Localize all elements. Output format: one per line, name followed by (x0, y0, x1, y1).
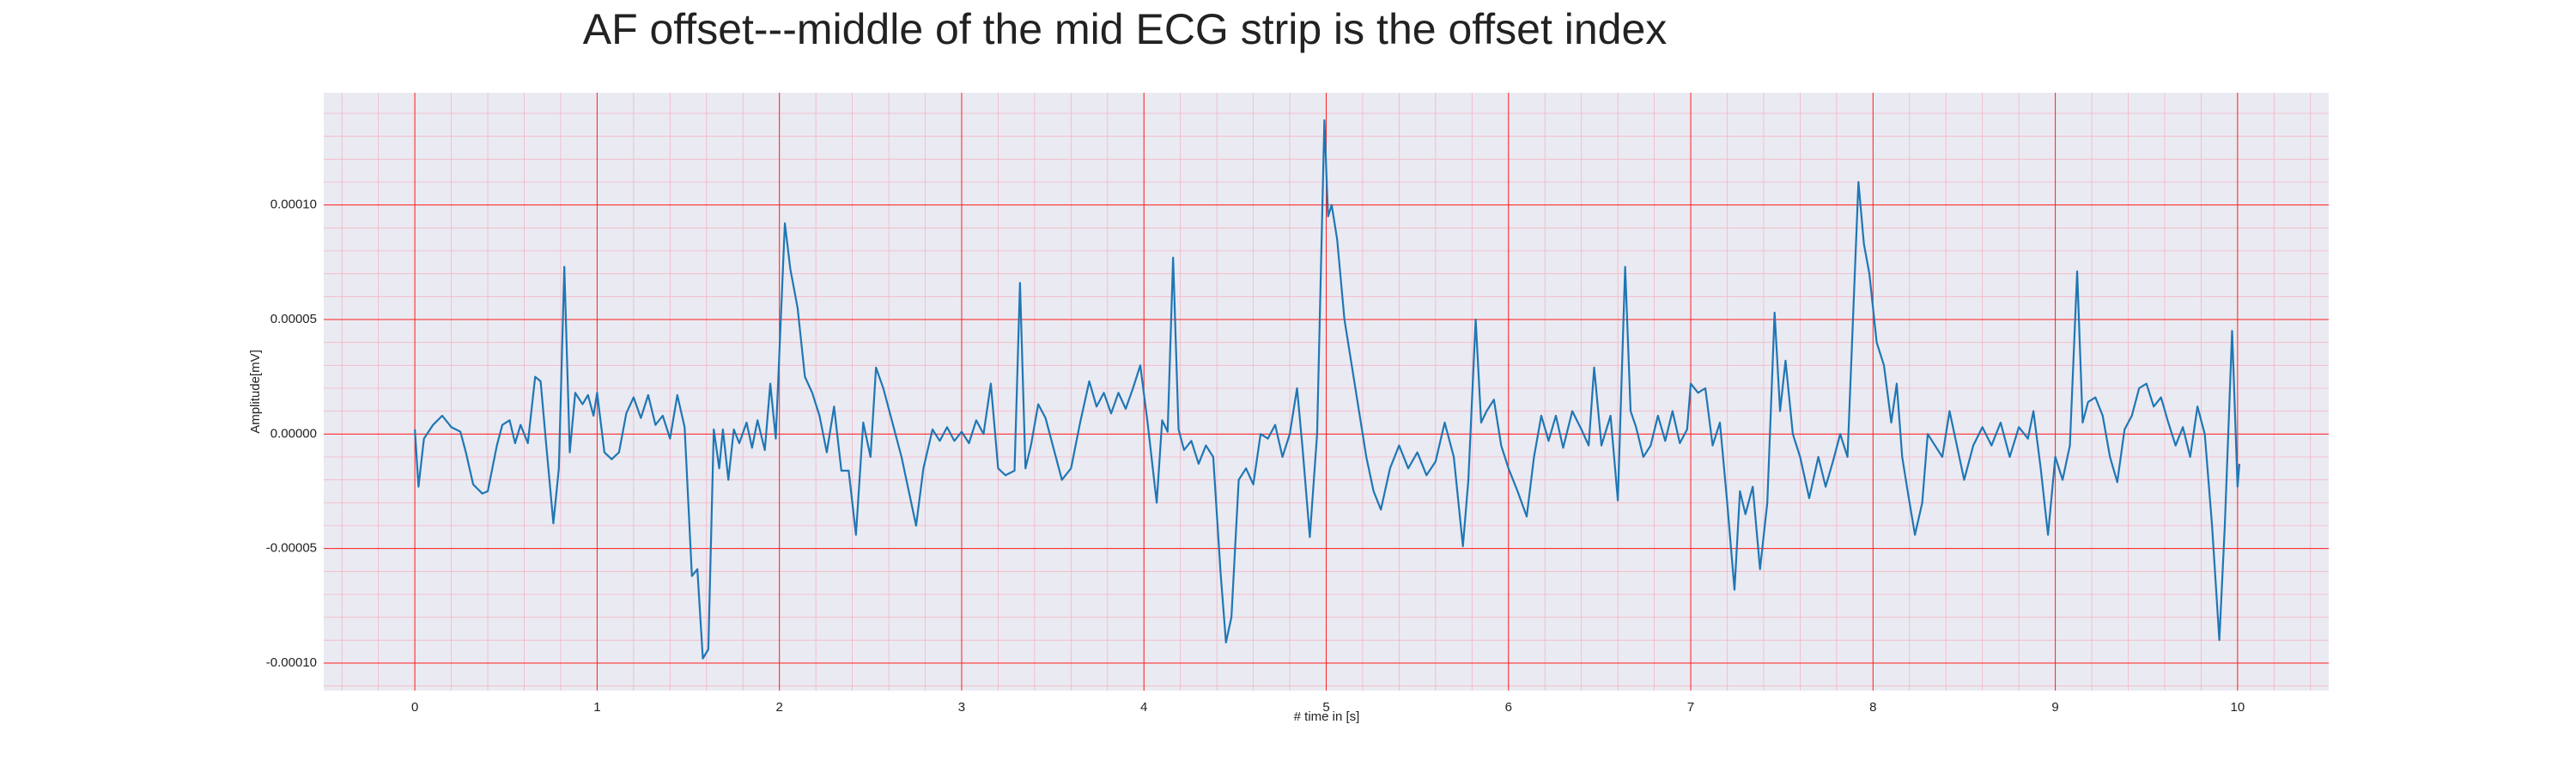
y-tick-label: 0.00005 (270, 312, 317, 326)
x-tick-label: 0 (411, 700, 418, 715)
y-tick-label: -0.00010 (266, 655, 317, 670)
x-tick-label: 7 (1687, 700, 1694, 715)
x-tick-label: 1 (593, 700, 600, 715)
chart-title: AF offset---middle of the mid ECG strip … (583, 5, 1668, 53)
y-axis-label: Amplitude[mV] (248, 350, 263, 434)
y-tick-label: 0.00000 (270, 426, 317, 441)
y-tick-label: -0.00005 (266, 541, 317, 556)
x-axis-label: # time in [s] (1294, 709, 1360, 724)
x-tick-label: 2 (776, 700, 783, 715)
x-tick-label: 5 (1322, 700, 1329, 715)
x-tick-label: 3 (958, 700, 965, 715)
x-tick-label: 10 (2231, 700, 2245, 715)
x-tick-label: 8 (1869, 700, 1876, 715)
y-tick-label: 0.00010 (270, 198, 317, 212)
x-tick-label: 6 (1505, 700, 1512, 715)
ecg-line (414, 119, 2241, 660)
x-tick-label: 4 (1140, 700, 1147, 715)
x-tick-label: 9 (2051, 700, 2058, 715)
